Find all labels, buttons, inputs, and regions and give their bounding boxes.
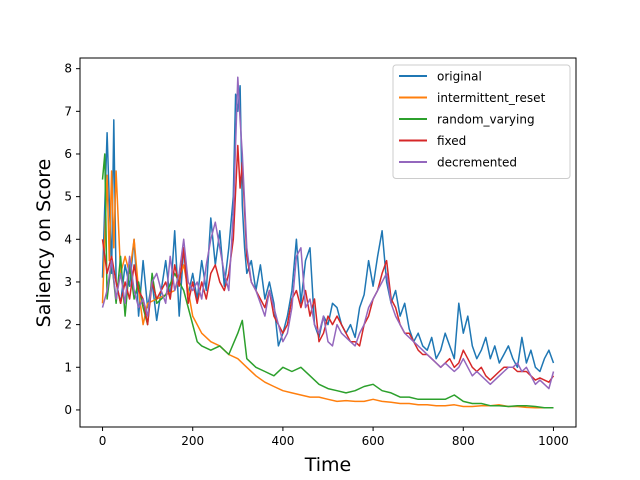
legend-label: fixed: [437, 134, 466, 148]
legend-label: original: [437, 70, 482, 84]
x-axis-label: Time: [304, 454, 352, 476]
series-line-intermittent-reset: [101, 170, 554, 409]
x-axis-ticks: 0 200 400 600 800 1000: [99, 427, 569, 448]
y-tick-label: 8: [64, 62, 72, 76]
plot-area-frame: [79, 57, 577, 428]
y-tick-label: 7: [64, 104, 72, 118]
x-tick-label: 200: [181, 434, 204, 448]
series-line-random-varying: [101, 153, 554, 409]
legend-box: [392, 64, 571, 179]
y-axis-label: Saliency on Score: [33, 159, 55, 328]
legend-label: intermittent_reset: [437, 91, 546, 105]
y-tick-label: 2: [64, 318, 72, 332]
y-tick-label: 6: [64, 147, 72, 161]
x-tick-label: 600: [362, 434, 385, 448]
legend-label: decremented: [437, 156, 517, 170]
x-tick-label: 0: [99, 434, 107, 448]
y-tick-label: 1: [64, 360, 72, 374]
series-layer: [101, 76, 555, 409]
y-tick-label: 4: [64, 232, 72, 246]
x-tick-label: 1000: [538, 434, 569, 448]
legend: original intermittent_reset random_varying…: [392, 64, 571, 179]
y-tick-label: 5: [64, 190, 72, 204]
y-axis-ticks: 0 1 2 3 4 5 6 7 8: [64, 62, 80, 417]
x-tick-label: 800: [452, 434, 475, 448]
x-tick-label: 400: [271, 434, 294, 448]
y-tick-label: 3: [64, 275, 72, 289]
series-line-decremented: [101, 76, 555, 390]
y-tick-label: 0: [64, 403, 72, 417]
legend-label: random_varying: [437, 113, 535, 127]
